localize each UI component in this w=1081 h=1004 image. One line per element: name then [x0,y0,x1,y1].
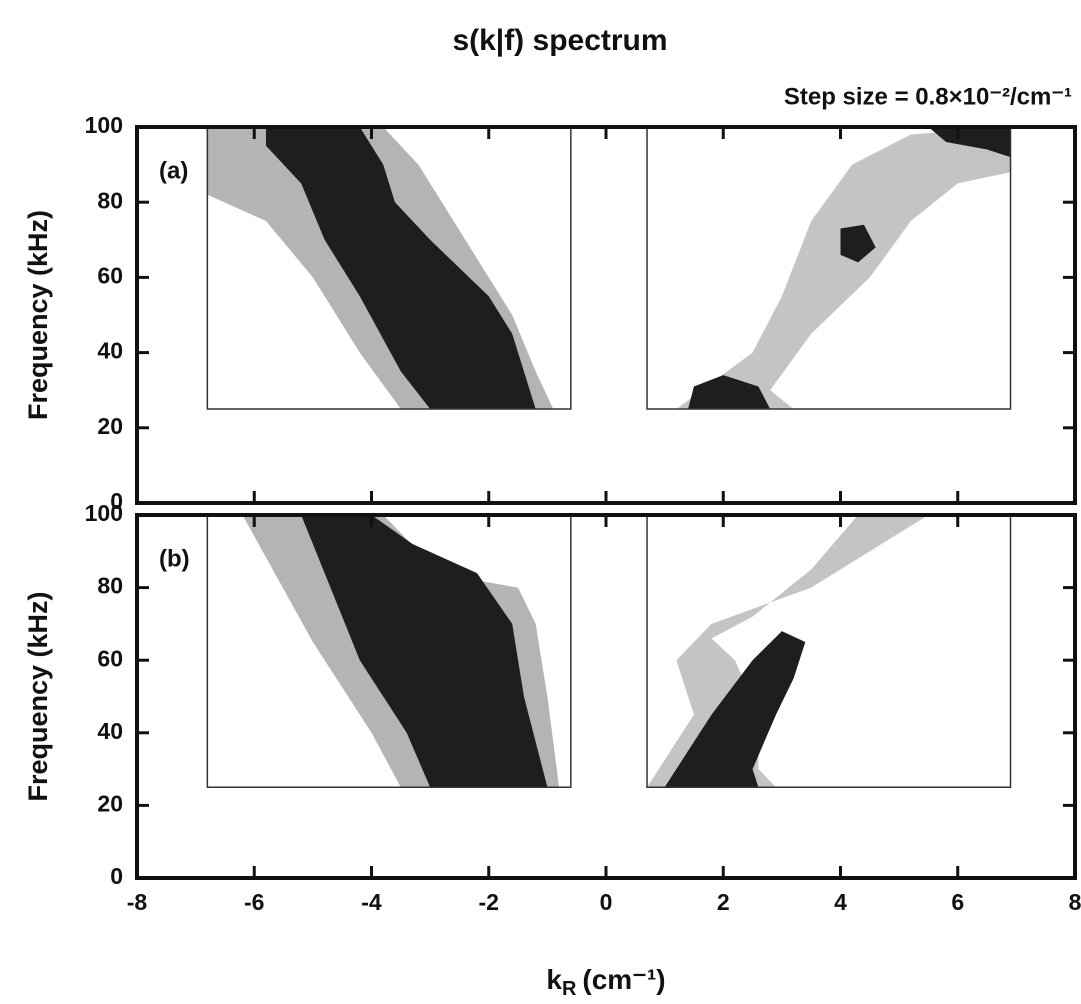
contour-region [928,127,1011,158]
contour-region [664,631,806,788]
y-tick-label: 100 [85,500,123,526]
y-tick-label: 20 [97,413,123,439]
x-tick-label: -4 [361,889,382,915]
subtitle: Step size = 0.8×10⁻²/cm⁻¹ [784,83,1072,110]
x-label-base: k [546,964,562,995]
y-tick-label: 100 [85,112,123,138]
y-axis-label: Frequency (kHz) [23,591,53,801]
x-tick-label: 2 [717,889,730,915]
y-axis-label: Frequency (kHz) [23,210,53,420]
contour-region [688,375,771,409]
x-tick-label: -8 [127,889,148,915]
y-tick-label: 60 [97,262,123,288]
y-tick-label: 60 [97,645,123,671]
y-tick-label: 80 [97,573,123,599]
x-tick-label: 6 [951,889,964,915]
x-tick-label: -2 [479,889,499,915]
y-tick-label: 20 [97,790,123,816]
x-label-unit: (cm⁻¹) [582,964,665,995]
x-label-sub: R [562,978,577,1000]
contour-region [676,127,1011,409]
panel-label: (a) [159,157,188,184]
x-axis-label: kR (cm⁻¹) [546,964,665,1000]
x-tick-label: 8 [1069,889,1081,915]
contour-region [840,224,876,263]
contour-region [265,127,536,409]
chart-title: s(k|f) spectrum [452,24,667,57]
x-tick-label: 0 [600,889,613,915]
y-tick-label: 0 [110,863,123,889]
contour-region [301,515,548,788]
y-tick-label: 40 [97,338,123,364]
y-tick-label: 0 [110,488,123,514]
x-tick-label: 4 [834,889,847,915]
y-tick-label: 80 [97,187,123,213]
x-tick-label: -6 [244,889,264,915]
panel-label: (b) [159,545,190,572]
y-tick-label: 40 [97,718,123,744]
